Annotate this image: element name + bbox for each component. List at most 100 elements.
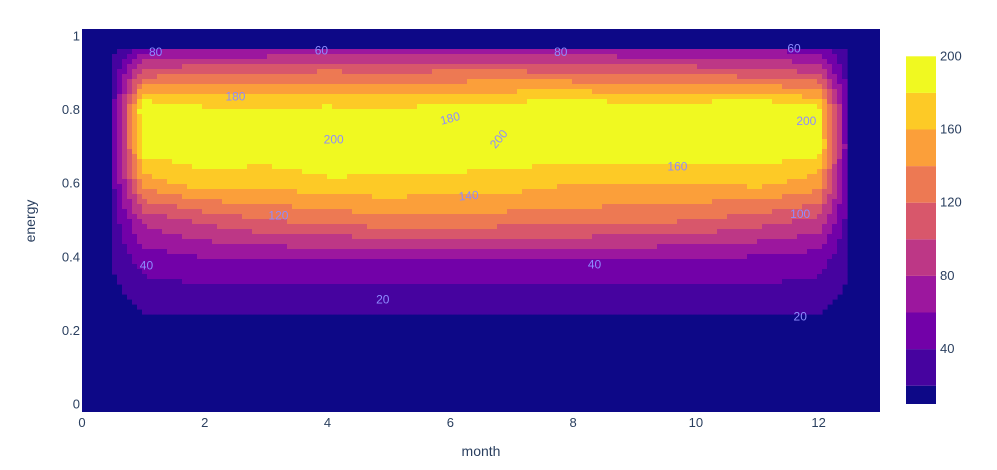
contour-cell	[507, 99, 513, 105]
contour-cell	[307, 79, 313, 85]
contour-cell	[252, 109, 258, 115]
contour-cell	[767, 64, 773, 70]
contour-cell	[497, 139, 503, 145]
contour-cell	[807, 79, 813, 85]
contour-cell	[122, 139, 128, 145]
contour-cell	[527, 74, 533, 80]
contour-cell	[372, 199, 378, 205]
contour-cell	[202, 109, 208, 115]
contour-cell	[327, 189, 333, 195]
contour-cell	[767, 204, 773, 210]
contour-cell	[157, 164, 163, 170]
contour-cell	[257, 89, 263, 95]
contour-cell	[412, 79, 418, 85]
contour-cell	[762, 129, 768, 135]
contour-cell	[192, 79, 198, 85]
contour-cell	[697, 109, 703, 115]
contour-cell	[137, 104, 143, 110]
contour-cell	[167, 214, 173, 220]
contour-cell	[417, 214, 423, 220]
contour-cell	[797, 164, 803, 170]
contour-cell	[137, 149, 143, 155]
contour-cell	[367, 59, 373, 65]
contour-cell	[627, 89, 633, 95]
contour-cell	[252, 214, 258, 220]
contour-cell	[327, 109, 333, 115]
contour-cell	[292, 104, 298, 110]
contour-cell	[327, 79, 333, 85]
contour-cell	[692, 144, 698, 150]
contour-cell	[782, 134, 788, 140]
contour-cell	[237, 184, 243, 190]
contour-cell	[157, 124, 163, 130]
contour-cell	[407, 49, 413, 55]
contour-cell	[362, 164, 368, 170]
contour-cell	[192, 69, 198, 75]
contour-cell	[347, 214, 353, 220]
contour-cell	[192, 199, 198, 205]
contour-cell	[262, 154, 268, 160]
contour-cell	[317, 114, 323, 120]
contour-cell	[137, 54, 143, 60]
contour-cell	[312, 169, 318, 175]
contour-cell	[377, 164, 383, 170]
contour-cell	[562, 159, 568, 165]
contour-cell	[392, 104, 398, 110]
contour-cell	[472, 79, 478, 85]
contour-cell	[502, 209, 508, 215]
contour-cell	[122, 124, 128, 130]
contour-cell	[737, 154, 743, 160]
contour-cell	[162, 204, 168, 210]
contour-cell	[672, 134, 678, 140]
contour-cell	[787, 74, 793, 80]
contour-cell	[167, 109, 173, 115]
contour-cell	[777, 89, 783, 95]
contour-cell	[322, 99, 328, 105]
contour-cell	[382, 189, 388, 195]
contour-cell	[482, 144, 488, 150]
contour-cell	[587, 79, 593, 85]
contour-cell	[592, 59, 598, 65]
contour-cell	[662, 124, 668, 130]
contour-cell	[767, 189, 773, 195]
contour-cell	[457, 179, 463, 185]
contour-cell	[357, 214, 363, 220]
contour-cell	[767, 184, 773, 190]
contour-cell	[817, 74, 823, 80]
contour-cell	[817, 169, 823, 175]
contour-cell	[187, 119, 193, 125]
contour-cell	[712, 159, 718, 165]
contour-cell	[477, 184, 483, 190]
contour-cell	[372, 194, 378, 200]
contour-cell	[452, 69, 458, 75]
contour-cell	[217, 179, 223, 185]
contour-cell	[267, 99, 273, 105]
contour-cell	[252, 184, 258, 190]
contour-cell	[717, 119, 723, 125]
contour-cell	[362, 84, 368, 90]
contour-cell	[482, 49, 488, 55]
contour-cell	[397, 134, 403, 140]
contour-cell	[737, 199, 743, 205]
contour-cell	[137, 124, 143, 130]
contour-cell	[272, 174, 278, 180]
contour-cell	[217, 64, 223, 70]
contour-cell	[252, 74, 258, 80]
contour-cell	[237, 149, 243, 155]
contour-cell	[757, 119, 763, 125]
contour-cell	[712, 144, 718, 150]
contour-cell	[157, 89, 163, 95]
contour-cell	[367, 74, 373, 80]
contour-cell	[632, 84, 638, 90]
contour-cell	[567, 74, 573, 80]
contour-cell	[737, 159, 743, 165]
contour-cell	[352, 179, 358, 185]
contour-cell	[237, 134, 243, 140]
contour-cell	[502, 184, 508, 190]
contour-cell	[557, 189, 563, 195]
contour-cell	[607, 189, 613, 195]
contour-cell	[517, 184, 523, 190]
contour-cell	[542, 59, 548, 65]
contour-cell	[312, 194, 318, 200]
